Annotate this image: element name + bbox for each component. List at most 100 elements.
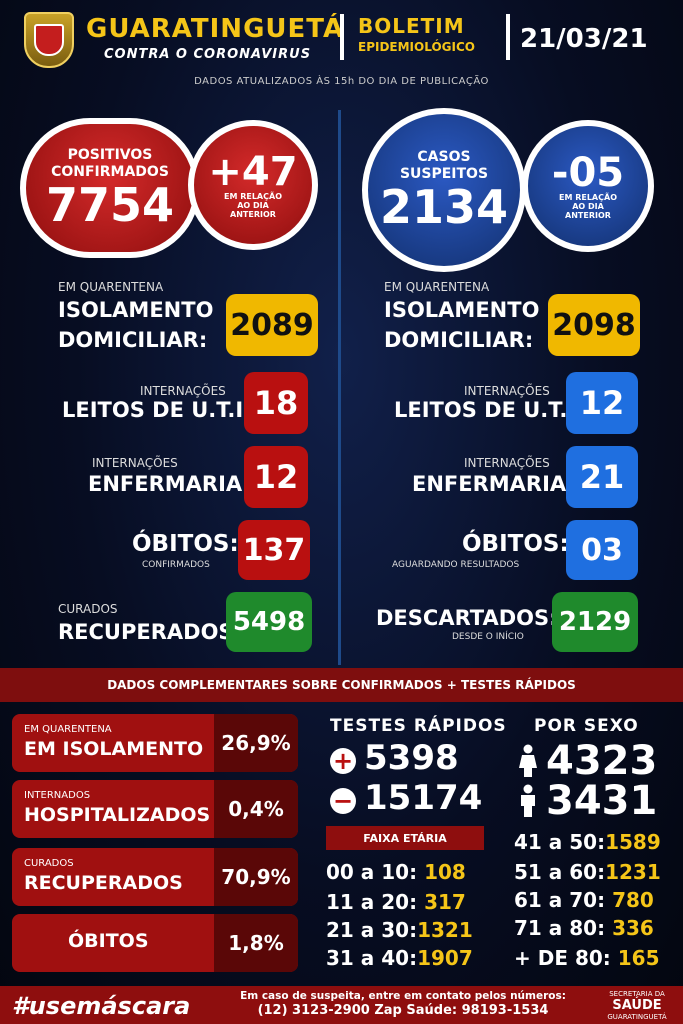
age-row: 11 a 20: 317 (326, 890, 466, 914)
hashtag: #usemáscara (12, 992, 191, 1020)
campaign-subtitle: CONTRA O CORONAVIRUS (104, 47, 312, 62)
recovered-pct-card: CURADOS RECUPERADOS 70,9% (12, 848, 298, 906)
faixa-title: FAIXA ETÁRIA (326, 826, 484, 850)
suspected-delta: -05 (551, 149, 625, 196)
enf-value-right: 21 (566, 446, 638, 508)
enf-small-label-right: INTERNAÇÕES (464, 456, 550, 470)
card-pct: 26,9% (214, 714, 298, 772)
age-value: 1321 (417, 918, 473, 942)
obitos-label-right: ÓBITOS: (462, 531, 569, 557)
suspected-circle: CASOS SUSPEITOS 2134 (362, 108, 526, 272)
isolation-label-2: DOMICILIAR: (58, 328, 208, 352)
male-count: 3431 (546, 778, 658, 824)
age-range: 11 a 20: (326, 890, 418, 914)
quarantine-label-right: EM QUARENTENA (384, 280, 490, 294)
age-range: 41 a 50: (514, 830, 606, 854)
age-value: 317 (424, 890, 466, 914)
plus-icon: + (330, 748, 356, 774)
card-big-label: EM ISOLAMENTO (24, 738, 204, 760)
epidemiologico-title: EPIDEMIOLÓGICO (358, 40, 475, 54)
obitos-label: ÓBITOS: (132, 531, 239, 557)
contact-line-1: Em caso de suspeita, entre em contato pe… (240, 990, 566, 1002)
discarded-label: DESCARTADOS: (376, 606, 558, 630)
age-value: 336 (612, 916, 654, 940)
footer-bar (0, 986, 683, 1024)
age-row: 41 a 50:1589 (514, 830, 661, 854)
obitos-value: 137 (238, 520, 310, 580)
confirmed-value: 7754 (45, 178, 175, 232)
age-row: 00 a 10: 108 (326, 860, 466, 884)
tests-positive: 5398 (364, 738, 459, 778)
age-row: 51 a 60:1231 (514, 860, 661, 884)
confirmed-label-2: CONFIRMADOS (51, 164, 169, 180)
contact-line-2: (12) 3123-2900 Zap Saúde: 98193-1534 (257, 1003, 549, 1018)
quarantine-label: EM QUARENTENA (58, 280, 164, 294)
isolation-label-right-2: DOMICILIAR: (384, 328, 534, 352)
age-value: 780 (612, 888, 654, 912)
sec-line-1: SECRETARIA DA (609, 990, 665, 998)
age-row: 71 a 80: 336 (514, 916, 654, 940)
enf-label-right: ENFERMARIA: (412, 472, 575, 496)
confirmed-delta: +47 (208, 148, 298, 195)
isolation-value: 2089 (226, 294, 318, 356)
enf-label: ENFERMARIA: (88, 472, 251, 496)
card-small-label: CURADOS (24, 858, 74, 869)
delta-caption: ANTERIOR (565, 210, 611, 220)
uti-label: LEITOS DE U.T.I: (62, 398, 252, 422)
uti-label-right: LEITOS DE U.T.I: (394, 398, 584, 422)
female-count: 4323 (546, 738, 658, 784)
uti-value-right: 12 (566, 372, 638, 434)
age-row: 21 a 30:1321 (326, 918, 473, 942)
age-value: 165 (617, 946, 660, 970)
isolation-pct-card: EM QUARENTENA EM ISOLAMENTO 26,9% (12, 714, 298, 772)
card-big-label: HOSPITALIZADOS (24, 804, 211, 826)
uti-small-label-right: INTERNAÇÕES (464, 384, 550, 398)
discarded-value: 2129 (552, 592, 638, 652)
sec-line-3: GUARATINGUETÁ (607, 1013, 667, 1021)
male-icon (518, 784, 538, 818)
suspected-label-1: CASOS (417, 149, 471, 165)
tests-negative: 15174 (364, 778, 483, 818)
age-row: + DE 80: 165 (514, 946, 660, 970)
age-value: 1589 (605, 830, 661, 854)
delta-caption: EM RELAÇÃO (559, 192, 617, 202)
column-divider (338, 110, 341, 665)
boletim-title: BOLETIM (358, 14, 465, 38)
suspected-label-2: SUSPEITOS (399, 166, 489, 182)
isolation-value-right: 2098 (548, 294, 640, 356)
uti-value: 18 (244, 372, 308, 434)
bulletin-date: 21/03/21 (520, 24, 648, 54)
confirmed-label-1: POSITIVOS (67, 147, 153, 163)
header-divider (340, 14, 344, 60)
isolation-label-1: ISOLAMENTO (58, 298, 214, 322)
delta-caption: ANTERIOR (230, 209, 276, 219)
age-range: 51 a 60: (514, 860, 606, 884)
obitos-value-right: 03 (566, 520, 638, 580)
header-divider-2 (506, 14, 510, 60)
cured-small-label: CURADOS (58, 602, 118, 616)
card-small-label: EM QUARENTENA (24, 724, 112, 735)
age-range: 71 a 80: (514, 916, 606, 940)
complement-banner: DADOS COMPLEMENTARES SOBRE CONFIRMADOS +… (0, 668, 683, 702)
delta-caption: EM RELAÇÃO (224, 191, 282, 201)
tests-title: TESTES RÁPIDOS (330, 716, 507, 736)
age-range: 31 a 40: (326, 946, 418, 970)
confirmed-circle: POSITIVOS CONFIRMADOS 7754 (20, 118, 200, 258)
isolation-label-right-1: ISOLAMENTO (384, 298, 540, 322)
card-big-label: RECUPERADOS (24, 872, 183, 894)
city-crest-logo (24, 12, 74, 68)
delta-caption: AO DIA (237, 200, 269, 210)
obitos-sub: CONFIRMADOS (142, 560, 210, 570)
age-range: 00 a 10: (326, 860, 418, 884)
hospitalized-pct-card: INTERNADOS HOSPITALIZADOS 0,4% (12, 780, 298, 838)
enf-small-label: INTERNAÇÕES (92, 456, 178, 470)
contact-info: Em caso de suspeita, entre em contato pe… (218, 990, 588, 1019)
deaths-pct-card: ÓBITOS 1,8% (12, 914, 298, 972)
card-big-label: ÓBITOS (68, 930, 149, 952)
confirmed-delta-circle: +47 EM RELAÇÃO AO DIA ANTERIOR (188, 120, 318, 250)
age-row: 61 a 70: 780 (514, 888, 654, 912)
card-pct: 0,4% (214, 780, 298, 838)
cured-label: RECUPERADOS: (58, 620, 242, 644)
card-pct: 70,9% (214, 848, 298, 906)
age-range: 21 a 30: (326, 918, 418, 942)
